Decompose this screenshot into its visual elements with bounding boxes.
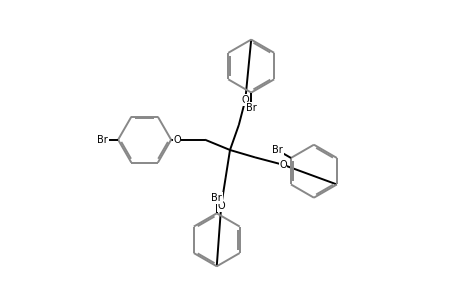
Text: Br: Br — [97, 135, 108, 145]
Text: Br: Br — [272, 145, 282, 155]
Text: O: O — [279, 160, 286, 170]
Text: O: O — [217, 201, 224, 211]
Text: Br: Br — [245, 103, 256, 113]
Text: O: O — [173, 135, 180, 145]
Text: O: O — [241, 95, 249, 105]
Text: Br: Br — [211, 193, 222, 203]
